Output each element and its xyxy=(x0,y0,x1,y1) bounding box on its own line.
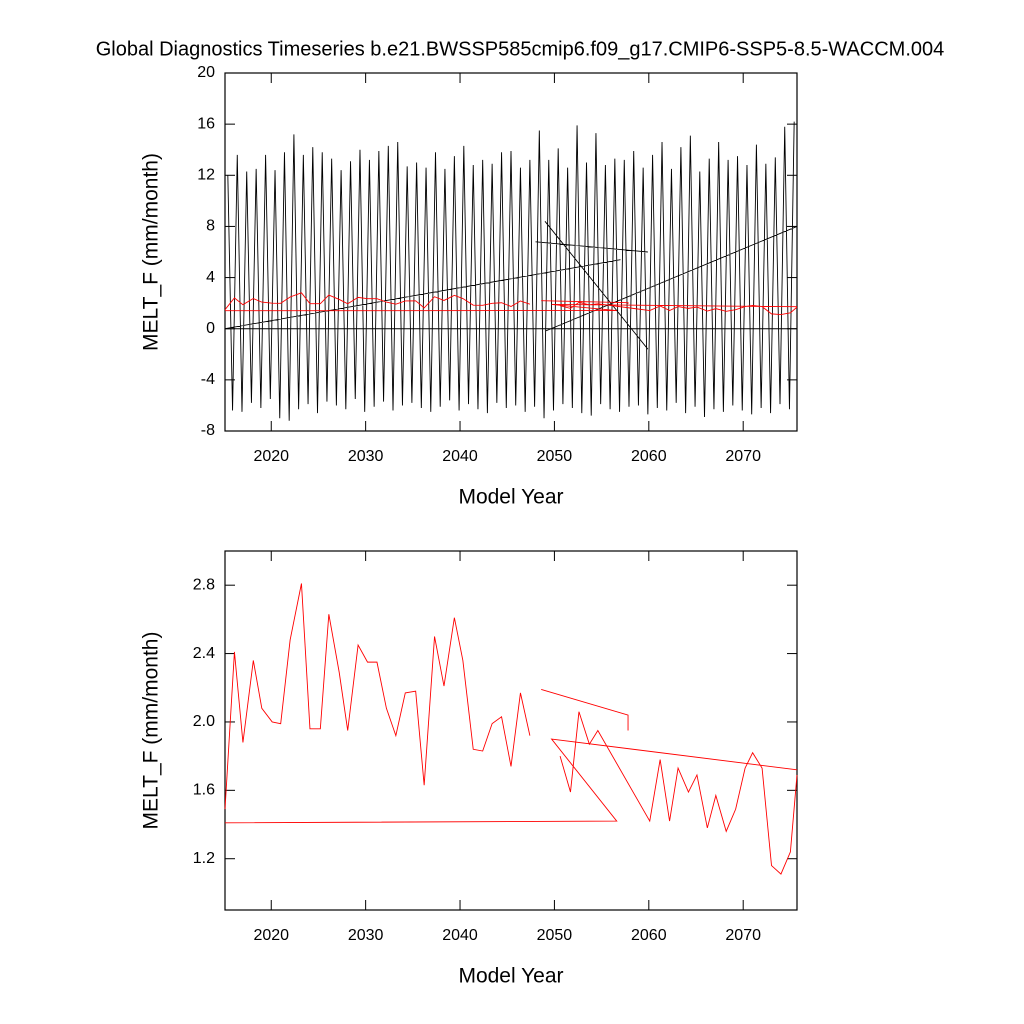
y-tick-label: -8 xyxy=(201,422,215,439)
x-tick-label: 2060 xyxy=(631,927,667,944)
plot-frame xyxy=(224,550,798,911)
y-tick-label: 20 xyxy=(197,64,215,81)
x-tick-label: 2070 xyxy=(725,448,761,465)
x-tick-label: 2020 xyxy=(253,448,289,465)
series-line xyxy=(224,583,798,875)
series-line xyxy=(224,292,798,315)
y-tick-label: 0 xyxy=(206,320,215,337)
y-tick-label: 12 xyxy=(197,167,215,184)
y-tick-label: 2.0 xyxy=(193,713,215,730)
x-tick-label: 2040 xyxy=(442,448,478,465)
x-tick-label: 2060 xyxy=(631,448,667,465)
chart-title: Global Diagnostics Timeseries b.e21.BWSS… xyxy=(96,38,945,60)
series-line xyxy=(224,121,798,421)
x-axis-label: Model Year xyxy=(458,486,563,509)
x-tick-label: 2030 xyxy=(348,448,384,465)
y-axis-label: MELT_F (mm/month) xyxy=(140,632,163,830)
y-tick-label: 2.4 xyxy=(193,645,215,662)
plot-frame xyxy=(224,72,798,432)
x-tick-label: 2050 xyxy=(537,448,573,465)
x-tick-label: 2040 xyxy=(442,927,478,944)
y-axis-label: MELT_F (mm/month) xyxy=(140,153,163,351)
x-axis-label: Model Year xyxy=(458,965,563,988)
y-tick-label: 16 xyxy=(197,115,215,132)
x-tick-label: 2070 xyxy=(725,927,761,944)
y-tick-label: 1.2 xyxy=(193,850,215,867)
y-tick-label: 8 xyxy=(206,218,215,235)
x-tick-label: 2020 xyxy=(253,927,289,944)
y-tick-label: 4 xyxy=(206,269,215,286)
y-tick-label: 2.8 xyxy=(193,576,215,593)
x-tick-label: 2030 xyxy=(348,927,384,944)
y-tick-label: -4 xyxy=(201,371,215,388)
y-tick-label: 1.6 xyxy=(193,782,215,799)
x-tick-label: 2050 xyxy=(537,927,573,944)
